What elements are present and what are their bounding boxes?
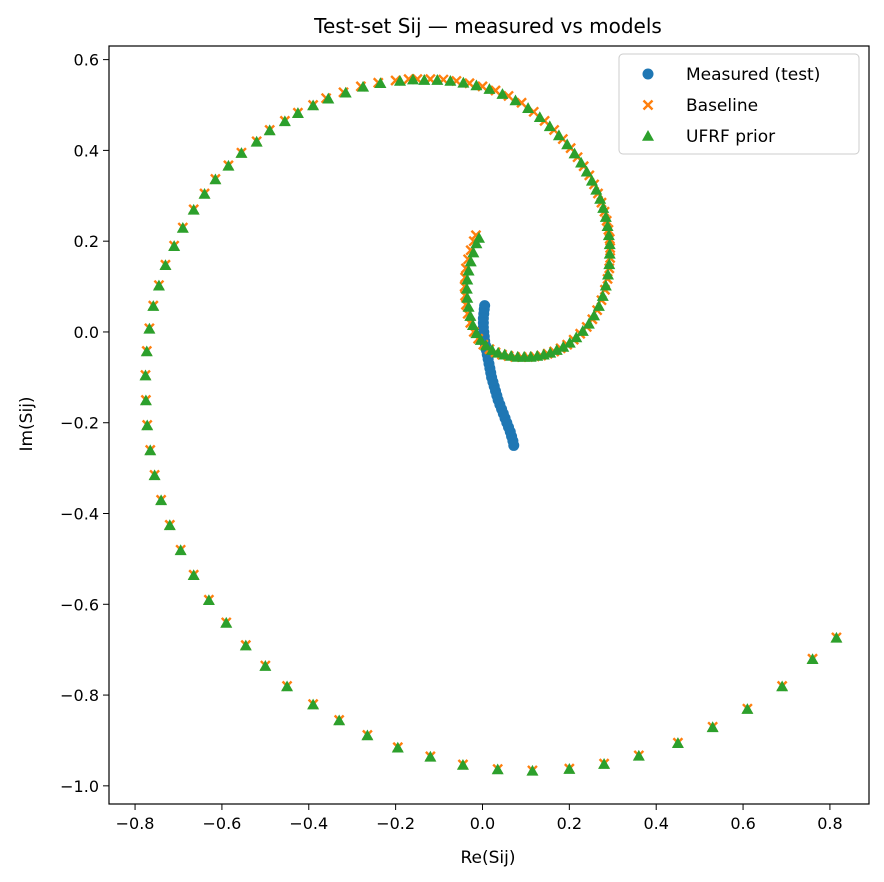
chart-title: Test-set Sij — measured vs models — [313, 14, 662, 38]
x-tick-label: 0.0 — [470, 814, 495, 833]
legend: Measured (test) Baseline UFRF prior — [619, 54, 859, 154]
x-axis-label: Re(Sij) — [460, 848, 515, 868]
x-tick-label: −0.6 — [202, 814, 241, 833]
x-tick-label: −0.4 — [289, 814, 328, 833]
y-tick-label: −0.4 — [60, 505, 99, 524]
x-tick-label: 0.4 — [643, 814, 668, 833]
y-tick-label: 0.4 — [74, 141, 99, 160]
legend-label: UFRF prior — [686, 127, 775, 147]
y-tick-label: −0.2 — [60, 414, 99, 433]
x-tick-label: 0.2 — [557, 814, 582, 833]
y-tick-label: −0.6 — [60, 595, 99, 614]
y-tick-label: −0.8 — [60, 686, 99, 705]
x-tick-label: 0.6 — [730, 814, 755, 833]
legend-label: Measured (test) — [686, 65, 820, 85]
y-tick-label: 0.2 — [74, 232, 99, 251]
x-tick-label: −0.2 — [376, 814, 415, 833]
x-tick-label: 0.8 — [817, 814, 842, 833]
y-axis-label: Im(Sij) — [17, 396, 37, 451]
legend-marker — [643, 69, 654, 80]
y-tick-label: 0.0 — [74, 323, 99, 342]
legend-label: Baseline — [686, 96, 758, 116]
x-tick-label: −0.8 — [116, 814, 155, 833]
y-tick-label: 0.6 — [74, 51, 99, 70]
y-tick-label: −1.0 — [60, 777, 99, 796]
data-point — [508, 440, 519, 451]
